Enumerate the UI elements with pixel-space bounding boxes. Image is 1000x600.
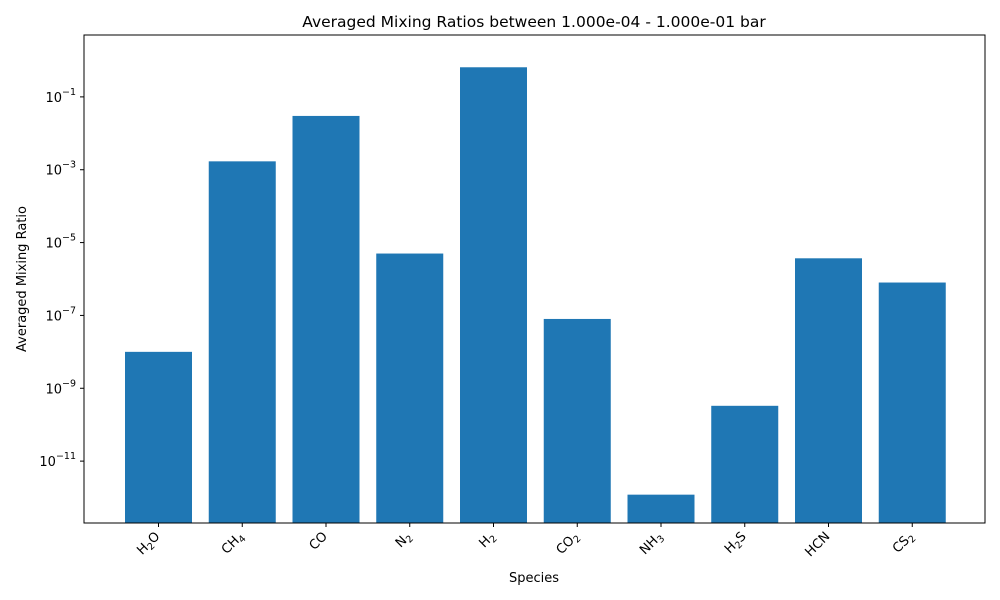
y-axis-label: Averaged Mixing Ratio [15, 206, 30, 352]
y-tick-label: 10−5 [45, 233, 76, 252]
y-axis-ticks: 10−11 10−9 10−7 10−5 10−3 10−1 [39, 87, 84, 470]
bar [711, 405, 779, 523]
bar [627, 494, 695, 523]
x-axis-label: Species [509, 571, 559, 586]
y-tick-label: 10−1 [45, 87, 76, 106]
bar [460, 67, 527, 524]
bar [376, 253, 444, 524]
y-tick-label: 10−9 [45, 378, 76, 397]
y-tick-label: 10−11 [39, 451, 76, 470]
bar [795, 258, 862, 523]
bar [878, 282, 946, 523]
bar [208, 161, 276, 523]
chart-title: Averaged Mixing Ratios between 1.000e-04… [302, 13, 766, 31]
bar [543, 318, 611, 523]
bar [125, 351, 192, 523]
y-tick-label: 10−7 [45, 305, 76, 324]
bars-group [125, 67, 946, 524]
y-tick-label: 10−3 [45, 160, 76, 179]
bar [292, 115, 360, 524]
plot-area-frame [83, 34, 986, 524]
